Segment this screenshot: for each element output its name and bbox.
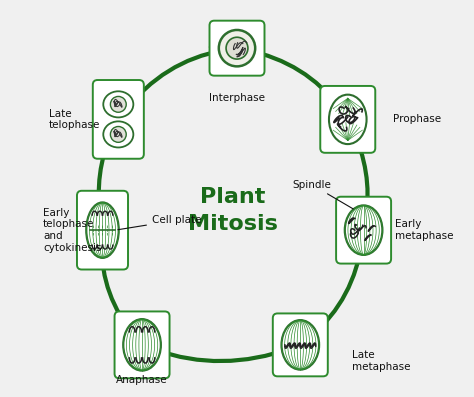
Circle shape xyxy=(110,96,126,112)
FancyBboxPatch shape xyxy=(320,86,375,153)
Text: Early
metaphase: Early metaphase xyxy=(395,220,454,241)
Ellipse shape xyxy=(103,91,133,118)
Text: Cell plate: Cell plate xyxy=(118,215,201,230)
FancyBboxPatch shape xyxy=(210,21,264,76)
Ellipse shape xyxy=(123,319,161,370)
Circle shape xyxy=(226,37,248,59)
Ellipse shape xyxy=(86,202,118,258)
Ellipse shape xyxy=(282,320,319,370)
Text: Spindle: Spindle xyxy=(292,180,353,209)
FancyBboxPatch shape xyxy=(336,197,391,264)
Ellipse shape xyxy=(345,205,383,255)
Text: Late
telophase: Late telophase xyxy=(49,108,100,130)
FancyBboxPatch shape xyxy=(77,191,128,270)
Ellipse shape xyxy=(329,94,366,144)
Text: Early
telophase
and
cytokinesis: Early telophase and cytokinesis xyxy=(43,208,101,252)
Text: Interphase: Interphase xyxy=(209,93,265,102)
Circle shape xyxy=(219,30,255,66)
Text: Prophase: Prophase xyxy=(393,114,441,124)
Circle shape xyxy=(110,127,126,142)
FancyBboxPatch shape xyxy=(115,312,170,378)
Text: Late
metaphase: Late metaphase xyxy=(352,350,410,372)
Text: Anaphase: Anaphase xyxy=(116,376,168,385)
Text: Plant
Mitosis: Plant Mitosis xyxy=(188,187,278,233)
FancyBboxPatch shape xyxy=(273,313,328,376)
Ellipse shape xyxy=(103,121,133,147)
FancyBboxPatch shape xyxy=(93,80,144,159)
